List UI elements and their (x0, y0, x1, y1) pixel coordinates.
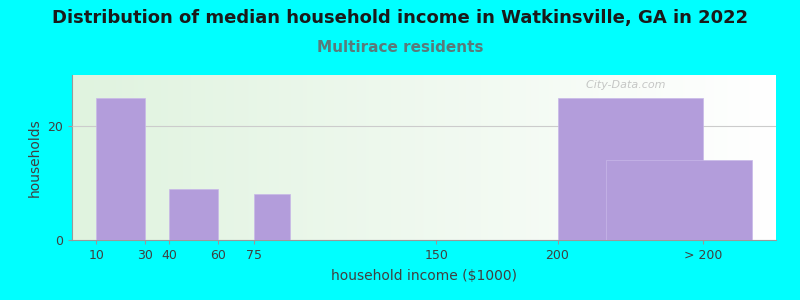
Bar (606, 160, 752, 240)
Bar (96, 98, 145, 240)
Bar (169, 189, 218, 240)
Bar (254, 194, 290, 240)
Text: Distribution of median household income in Watkinsville, GA in 2022: Distribution of median household income … (52, 9, 748, 27)
Bar (558, 98, 703, 240)
Text: City-Data.com: City-Data.com (579, 80, 666, 90)
Y-axis label: households: households (27, 118, 42, 197)
Text: Multirace residents: Multirace residents (317, 40, 483, 56)
X-axis label: household income ($1000): household income ($1000) (331, 269, 517, 283)
